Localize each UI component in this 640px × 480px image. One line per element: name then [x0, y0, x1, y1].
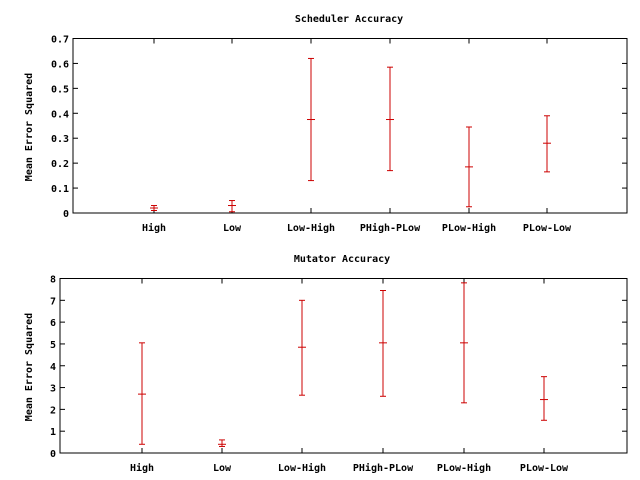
y-tick-label: 0.4	[51, 109, 69, 120]
y-tick-label: 1	[50, 427, 56, 438]
chart-mutator: Mutator Accuracy Mean Error Squared 0 1 2 3…	[24, 254, 628, 474]
y-tick-label: 0.5	[51, 84, 69, 95]
error-bar	[150, 205, 158, 212]
x-tick-label: High	[130, 462, 154, 474]
error-bars	[138, 282, 548, 447]
x-tick-label: PLow-Low	[523, 223, 572, 234]
y-tick-label: 8	[50, 275, 56, 286]
x-tick-label: PLow-High	[442, 222, 496, 234]
x-tick-label: PHigh-PLow	[353, 462, 414, 474]
x-tick-label: Low-High	[287, 222, 335, 234]
y-axis-label: Mean Error Squared	[24, 73, 35, 181]
x-ticks: High Low Low-High PHigh-PLow PLow-High PLow-L…	[142, 38, 572, 234]
x-tick-label: High	[142, 222, 166, 234]
x-ticks: High Low Low-High PHigh-PLow PLow-High PLow-L…	[130, 278, 569, 474]
plot-frame	[59, 278, 628, 454]
y-tick-label: 3	[50, 384, 56, 395]
y-ticks: 0 1 2 3 4 5 6 7 8	[50, 275, 627, 460]
y-tick-label: 0.3	[51, 134, 69, 145]
chart-title: Mutator Accuracy	[294, 254, 390, 265]
y-tick-label: 0.6	[51, 59, 69, 70]
y-tick-label: 0.1	[51, 184, 69, 195]
error-bar	[138, 342, 146, 445]
error-bar	[465, 126, 473, 208]
y-tick-label: 7	[50, 296, 56, 307]
x-tick-label: Low-High	[278, 462, 326, 474]
x-tick-label: PHigh-PLow	[360, 222, 421, 234]
error-bar	[460, 282, 468, 404]
plot-frame	[72, 38, 628, 214]
error-bar	[386, 66, 394, 172]
x-tick-label: PLow-Low	[520, 463, 569, 474]
error-bar	[307, 57, 315, 182]
y-tick-label: 6	[50, 318, 56, 329]
x-tick-label: Low	[213, 463, 232, 474]
y-tick-label: 2	[50, 405, 56, 416]
error-bar	[540, 376, 548, 421]
y-tick-label: 0.7	[51, 35, 69, 46]
error-bars	[150, 57, 551, 213]
y-tick-label: 0	[50, 449, 56, 460]
x-tick-label: PLow-High	[437, 462, 491, 474]
chart-scheduler: Scheduler Accuracy Mean Error Squared 00…	[24, 14, 628, 234]
y-tick-label: 4	[50, 362, 56, 373]
x-tick-label: Low	[223, 223, 242, 234]
y-tick-label: 0.2	[51, 159, 69, 170]
y-tick-label: 0	[63, 209, 69, 220]
error-bar	[228, 200, 236, 213]
chart-title: Scheduler Accuracy	[295, 14, 403, 25]
y-ticks: 0 0.1 0.2 0.3 0.4 0.5 0.6 0.7	[51, 35, 627, 220]
y-tick-label: 5	[50, 340, 56, 351]
error-bar	[298, 299, 306, 396]
error-bar	[218, 439, 226, 447]
y-axis-label: Mean Error Squared	[24, 313, 35, 421]
error-bar	[543, 115, 551, 173]
error-bar	[379, 289, 387, 397]
